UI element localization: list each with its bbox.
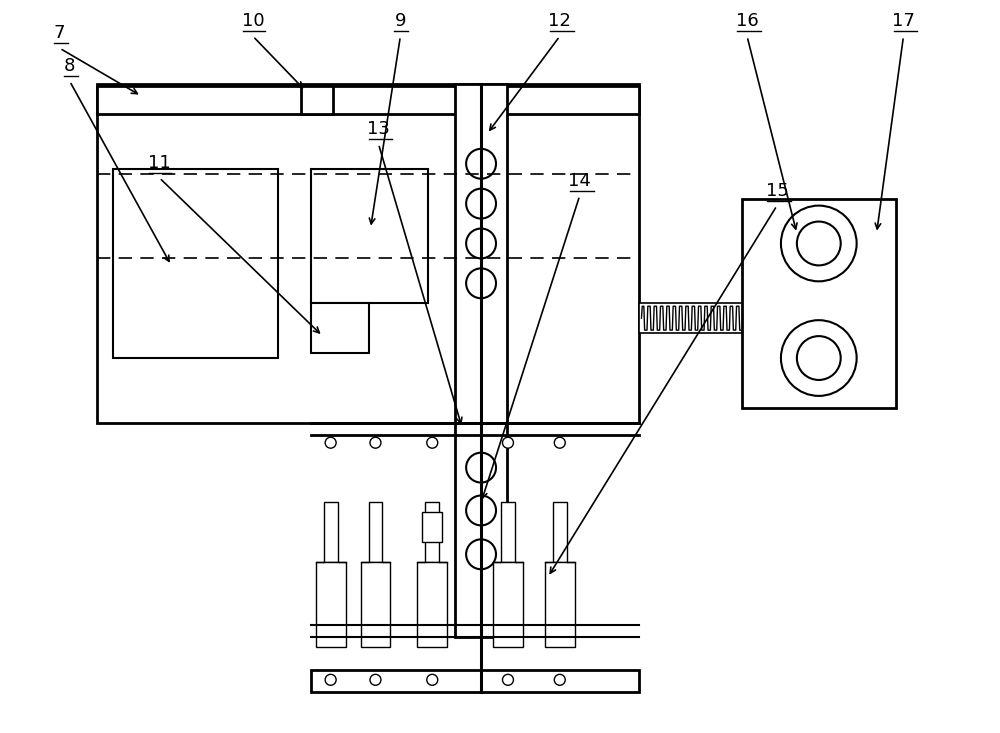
Circle shape <box>502 674 513 685</box>
Bar <box>545 562 575 647</box>
Bar <box>316 562 346 647</box>
Bar <box>97 86 639 114</box>
Bar <box>422 512 442 542</box>
Text: 10: 10 <box>242 12 264 30</box>
Text: 14: 14 <box>568 172 591 190</box>
Circle shape <box>781 206 857 281</box>
Circle shape <box>325 674 336 685</box>
Circle shape <box>781 320 857 396</box>
Circle shape <box>502 437 513 448</box>
Bar <box>369 503 382 562</box>
Circle shape <box>370 674 381 685</box>
Circle shape <box>427 674 438 685</box>
Bar <box>324 503 338 562</box>
Bar <box>113 169 278 358</box>
Bar <box>455 84 507 423</box>
Circle shape <box>797 221 841 265</box>
Bar <box>311 670 639 692</box>
Bar <box>311 303 369 353</box>
Bar <box>742 199 896 408</box>
Bar <box>553 503 567 562</box>
Circle shape <box>554 437 565 448</box>
Circle shape <box>466 496 496 526</box>
Bar <box>361 562 390 647</box>
Circle shape <box>554 674 565 685</box>
Circle shape <box>370 437 381 448</box>
Circle shape <box>466 453 496 482</box>
Circle shape <box>797 336 841 380</box>
Text: 15: 15 <box>766 182 788 199</box>
Text: 9: 9 <box>395 12 406 30</box>
Bar <box>425 503 439 562</box>
Text: 16: 16 <box>736 12 758 30</box>
Bar <box>311 169 428 303</box>
Circle shape <box>325 437 336 448</box>
Text: 13: 13 <box>367 120 390 138</box>
Bar <box>501 503 515 562</box>
Bar <box>639 303 744 333</box>
Circle shape <box>427 437 438 448</box>
Bar <box>417 562 447 647</box>
Text: 8: 8 <box>64 57 75 75</box>
Text: 7: 7 <box>54 24 65 43</box>
Circle shape <box>466 539 496 570</box>
Circle shape <box>466 229 496 259</box>
Circle shape <box>466 268 496 298</box>
Text: 11: 11 <box>148 154 171 172</box>
Text: 17: 17 <box>892 12 915 30</box>
Bar <box>455 423 507 637</box>
Bar <box>97 84 639 423</box>
Bar <box>493 562 523 647</box>
Text: 12: 12 <box>548 12 571 30</box>
Circle shape <box>466 188 496 218</box>
Bar <box>301 86 333 114</box>
Circle shape <box>466 149 496 179</box>
